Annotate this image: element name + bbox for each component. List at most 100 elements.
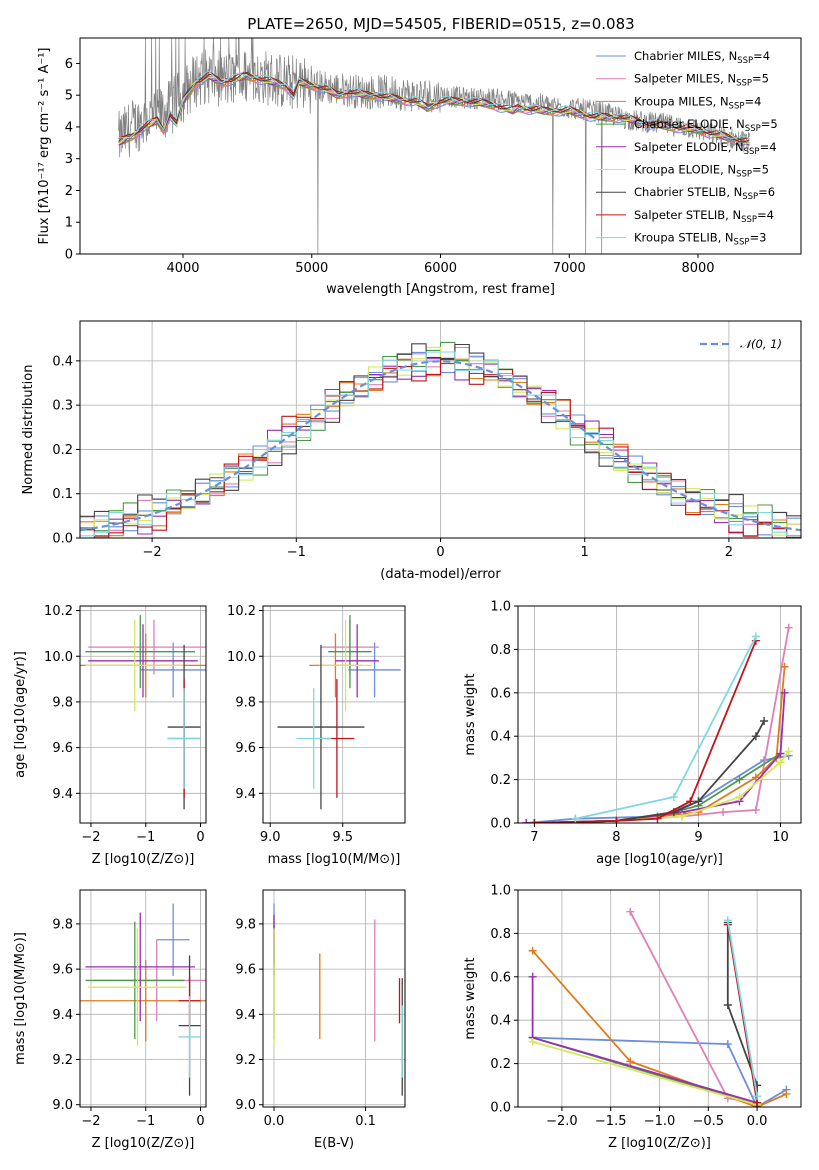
residual-histogram bbox=[80, 343, 801, 525]
x-axis-label: Z [log10(Z/Z⊙)] bbox=[608, 1136, 711, 1151]
panel-residuals: −2 −1 0 1 2 0.0 0.1 0.2 0.3 0.4 (data-model)/error… bbox=[21, 320, 802, 582]
x-axis-label: age [log10(age/yr)] bbox=[596, 852, 723, 867]
mass-weight-point bbox=[528, 1037, 537, 1046]
y-tick-label: 5 bbox=[65, 89, 73, 104]
panel-age-vs-mass: 9.0 9.5 9.4 9.6 9.8 10.0 10.2 mass [log10(M/M⊙)… bbox=[227, 604, 406, 867]
model-spectrum bbox=[118, 74, 750, 144]
data-layer bbox=[80, 341, 801, 538]
mass-weight-point bbox=[723, 916, 732, 925]
legend-label: 𝒩(0, 1) bbox=[740, 337, 782, 351]
y-tick-label: 9.4 bbox=[235, 787, 256, 802]
model-spectrum bbox=[118, 71, 750, 141]
plot-area bbox=[518, 606, 801, 823]
axes-frame bbox=[79, 889, 207, 1108]
y-tick-label: 9.0 bbox=[52, 1098, 73, 1113]
axes-frame bbox=[262, 605, 406, 824]
mass-weight-line bbox=[534, 640, 757, 823]
mass-weight-point bbox=[522, 819, 531, 823]
y-tick-label: 0.3 bbox=[52, 399, 73, 414]
x-tick-label: 9 bbox=[694, 830, 702, 845]
data-layer bbox=[522, 623, 793, 823]
legend-label: Chabrier MILES, NSSP=4 bbox=[634, 49, 770, 66]
x-tick-label: 0.1 bbox=[355, 1114, 376, 1129]
x-tick-label: 9.5 bbox=[332, 830, 353, 845]
x-tick-label: 6000 bbox=[424, 261, 457, 276]
x-tick-label: 0.0 bbox=[747, 1114, 768, 1129]
y-tick-label: 2 bbox=[65, 184, 73, 199]
mass-weight-point bbox=[780, 688, 789, 697]
y-tick-label: 10.0 bbox=[227, 650, 256, 665]
mass-weight-line bbox=[575, 635, 757, 820]
x-tick-label: 10 bbox=[772, 830, 789, 845]
y-tick-label: 1 bbox=[65, 216, 73, 231]
mass-weight-point bbox=[723, 1040, 732, 1049]
mass-weight-point bbox=[753, 1092, 762, 1101]
y-tick-label: 0.1 bbox=[52, 487, 73, 502]
legend-label: Kroupa ELODIE, NSSP=5 bbox=[634, 163, 769, 180]
y-tick-label: 0.0 bbox=[52, 532, 73, 547]
mass-weight-line bbox=[526, 692, 786, 823]
y-tick-label: 0.0 bbox=[490, 1101, 511, 1116]
panel-age-vs-Z: −2 −1 0 9.4 9.6 9.8 10.0 10.2 Z [log10(Z/Z⊙)] age… bbox=[13, 604, 207, 867]
y-tick-label: 9.4 bbox=[52, 787, 73, 802]
data-layer bbox=[118, 38, 750, 254]
x-tick-label: 1 bbox=[581, 545, 589, 560]
x-axis-label: Z [log10(Z/Z⊙)] bbox=[92, 852, 195, 867]
y-tick-label: 9.6 bbox=[235, 963, 256, 978]
plot-area bbox=[80, 321, 801, 538]
y-tick-label: 9.8 bbox=[235, 917, 256, 932]
mass-weight-line bbox=[534, 627, 790, 823]
x-tick-label: −1 bbox=[136, 830, 155, 845]
x-tick-label: 7 bbox=[530, 830, 538, 845]
mass-weight-line bbox=[532, 1041, 758, 1106]
x-tick-label: 5000 bbox=[295, 261, 328, 276]
y-tick-label: 9.6 bbox=[52, 741, 73, 756]
y-tick-label: 9.6 bbox=[52, 963, 73, 978]
axes-frame bbox=[517, 605, 802, 824]
mass-weight-line bbox=[526, 754, 789, 823]
axes-frame bbox=[262, 889, 406, 1108]
y-tick-label: 0.6 bbox=[490, 970, 511, 985]
panel-massweight-vs-age: 7 8 9 10 0.0 0.2 0.4 0.6 0.8 1.0 age [log10(age/yr… bbox=[463, 600, 802, 867]
y-tick-label: 0.8 bbox=[490, 927, 511, 942]
y-tick-label: 1.0 bbox=[490, 884, 511, 899]
mass-weight-point bbox=[612, 816, 621, 823]
legend-label: Kroupa STELIB, NSSP=3 bbox=[634, 231, 766, 248]
residual-histogram bbox=[80, 346, 801, 538]
residual-histogram bbox=[80, 351, 801, 537]
mass-weight-point bbox=[571, 814, 580, 823]
mass-weight-point bbox=[669, 792, 678, 801]
observed-spectrum bbox=[118, 38, 750, 254]
y-tick-label: 9.2 bbox=[52, 1053, 73, 1068]
mass-weight-point bbox=[751, 732, 760, 741]
mass-weight-point bbox=[694, 797, 703, 806]
x-tick-label: −2 bbox=[81, 1114, 100, 1129]
y-tick-label: 10.2 bbox=[227, 604, 256, 619]
mass-weight-point bbox=[735, 792, 744, 801]
y-tick-label: 10.0 bbox=[44, 650, 73, 665]
x-tick-label: 0.0 bbox=[264, 1114, 285, 1129]
x-tick-label: −0.5 bbox=[693, 1114, 725, 1129]
x-axis-label: Z [log10(Z/Z⊙)] bbox=[92, 1136, 195, 1151]
legend-label: Salpeter STELIB, NSSP=4 bbox=[634, 208, 774, 225]
x-axis-label: E(B-V) bbox=[314, 1136, 354, 1151]
y-tick-label: 0.8 bbox=[490, 643, 511, 658]
data-layer bbox=[528, 907, 791, 1107]
y-tick-label: 9.8 bbox=[235, 695, 256, 710]
legend-label: Salpeter MILES, NSSP=5 bbox=[634, 72, 769, 89]
x-tick-label: −2 bbox=[81, 830, 100, 845]
y-axis-label: mass weight bbox=[463, 673, 478, 755]
x-tick-label: −1 bbox=[287, 545, 306, 560]
y-tick-label: 0 bbox=[65, 248, 73, 263]
y-tick-label: 0.2 bbox=[490, 1057, 511, 1072]
y-tick-label: 10.2 bbox=[44, 604, 73, 619]
plot-area bbox=[263, 606, 405, 823]
x-tick-label: −2.0 bbox=[546, 1114, 578, 1129]
mass-weight-point bbox=[530, 819, 539, 823]
x-tick-label: 7000 bbox=[553, 261, 586, 276]
x-tick-label: −1.5 bbox=[595, 1114, 627, 1129]
mass-weight-point bbox=[678, 812, 687, 821]
mass-weight-point bbox=[776, 749, 785, 758]
axes-frame bbox=[79, 605, 207, 824]
plot-area bbox=[518, 890, 801, 1107]
